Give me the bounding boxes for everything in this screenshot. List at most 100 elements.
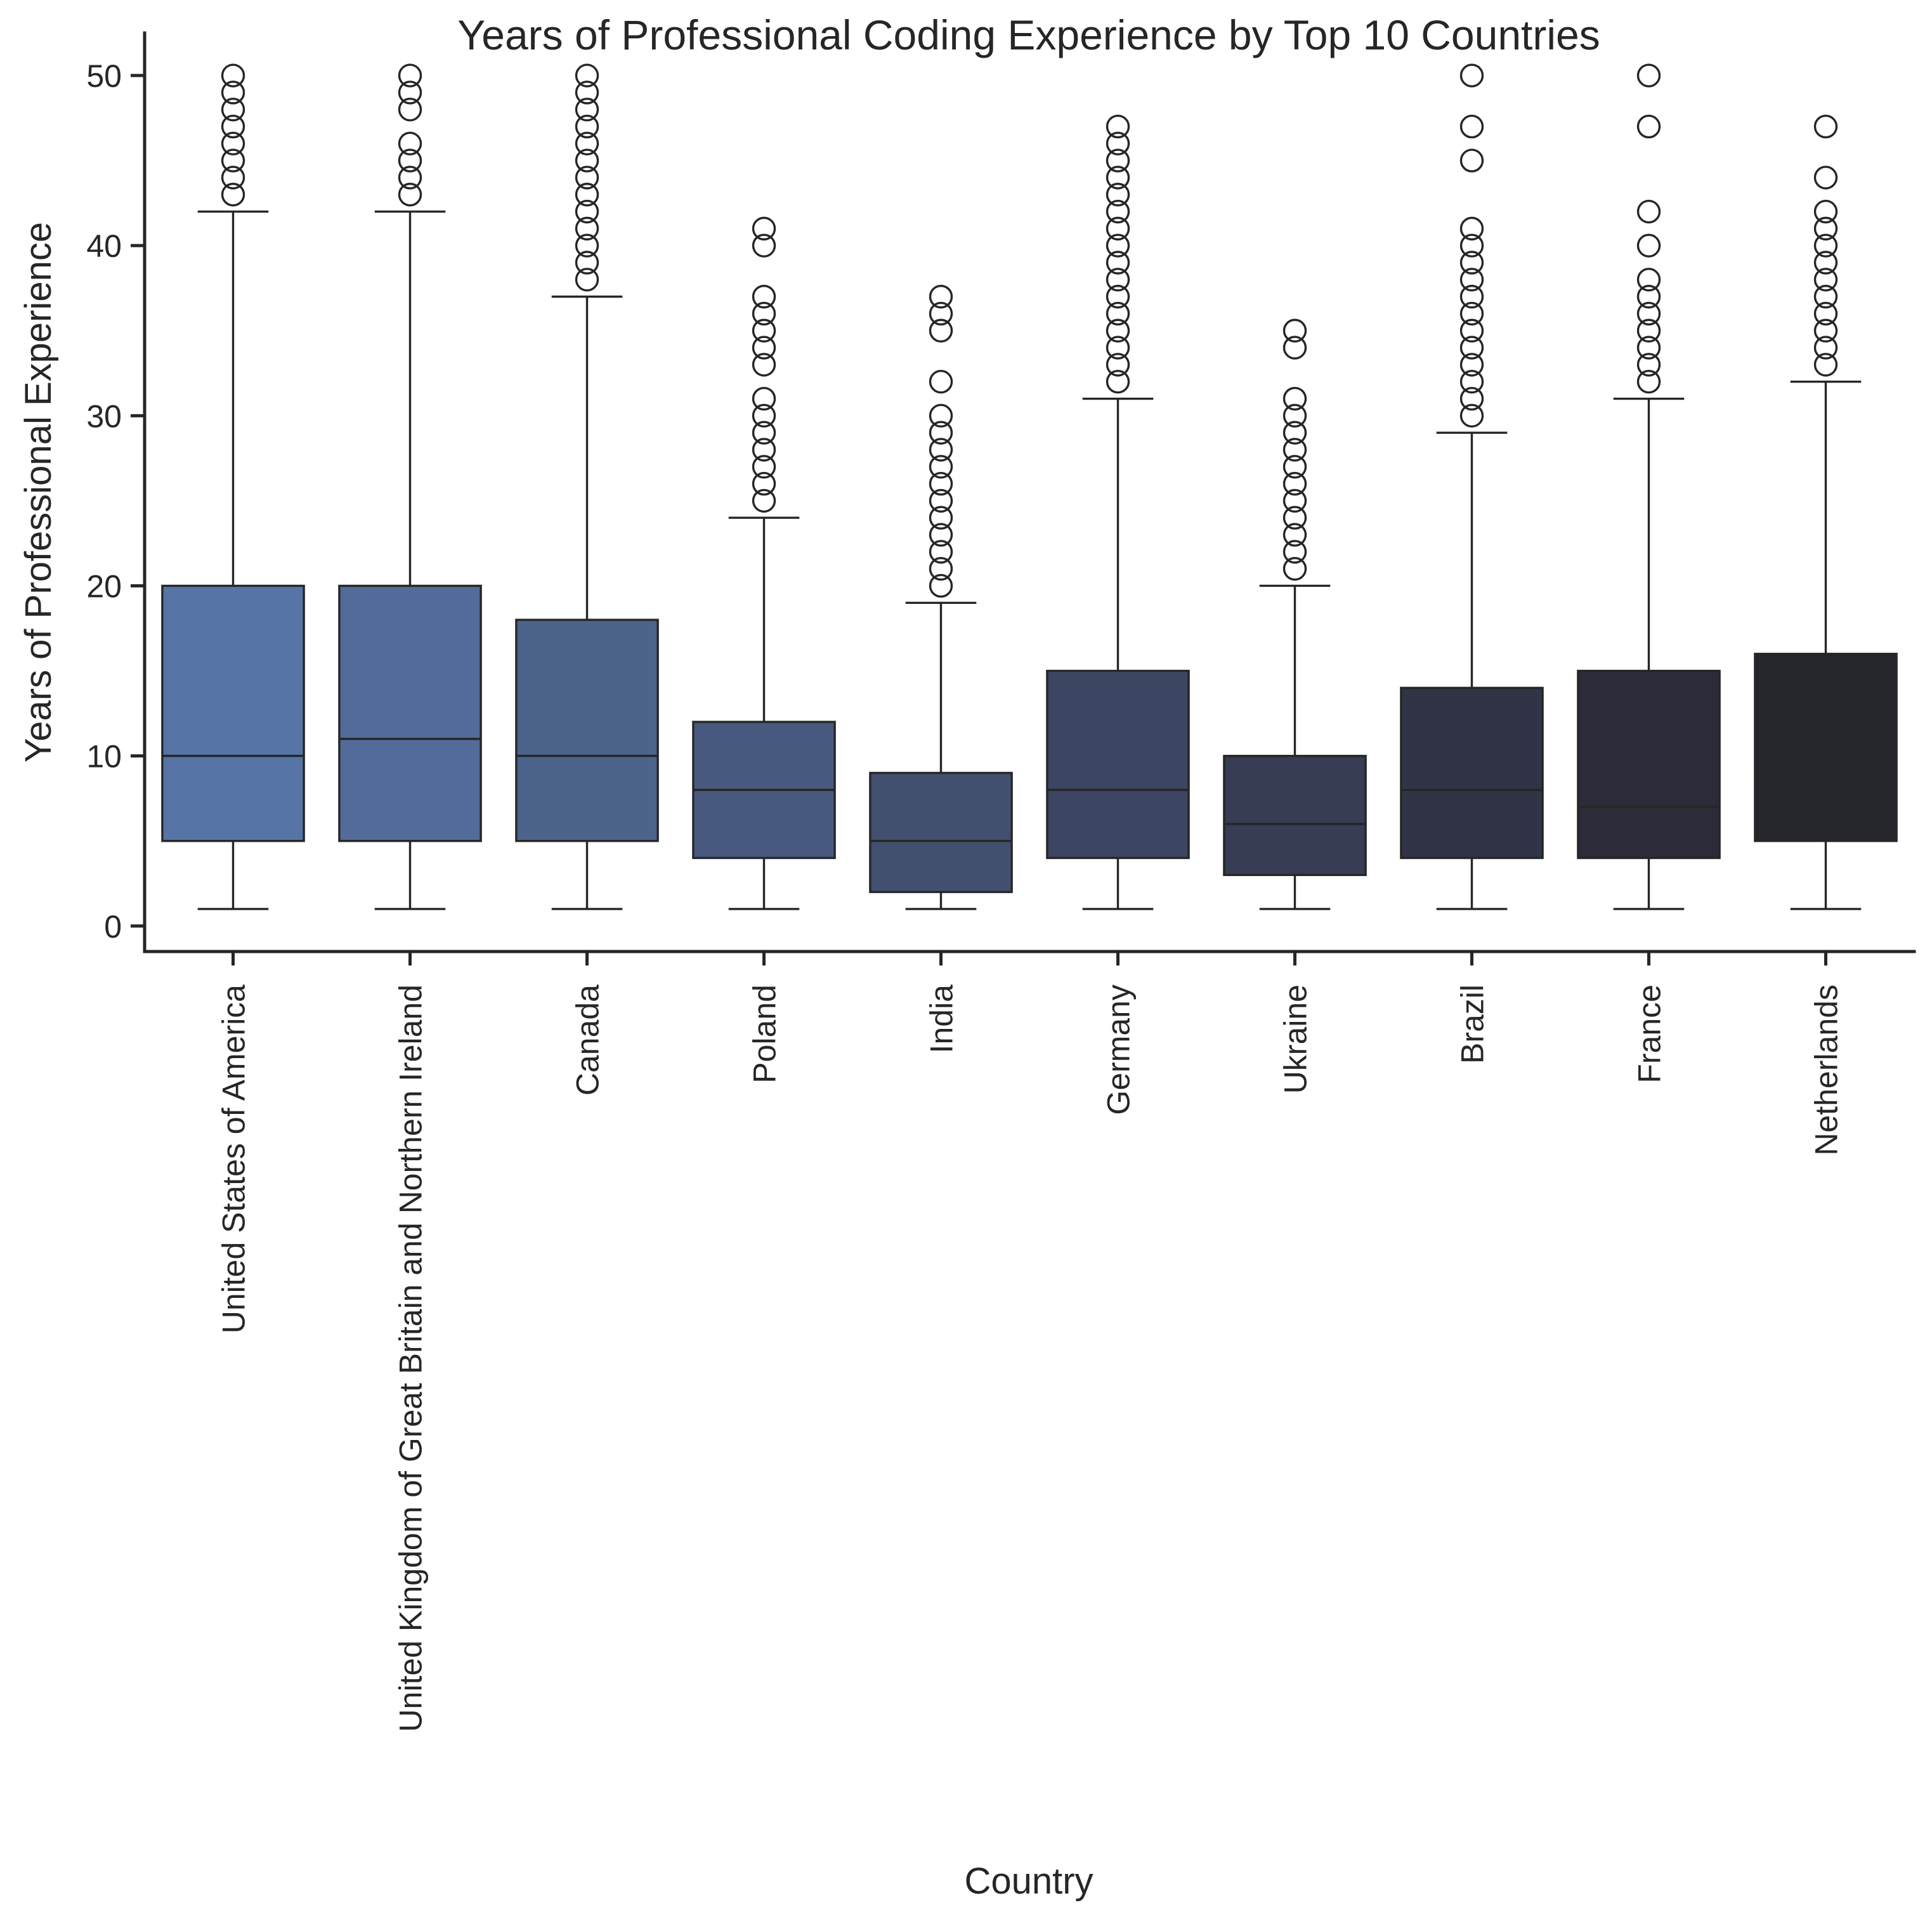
outlier-point <box>1636 301 1661 326</box>
outlier-point <box>1636 114 1661 139</box>
box-group-6 <box>1046 114 1190 910</box>
y-tick-label: 20 <box>86 568 122 604</box>
outlier-point <box>929 488 953 513</box>
outlier-point <box>1106 301 1130 326</box>
outlier-point <box>1459 301 1484 326</box>
outlier-point <box>1636 268 1661 292</box>
y-ticks: 0 10 20 30 40 50 <box>86 58 145 945</box>
box-group-7 <box>1223 318 1367 910</box>
outlier-point <box>575 97 599 122</box>
x-tick-label: Germany <box>1101 985 1137 1115</box>
outlier-point <box>1459 403 1484 428</box>
outlier-point <box>752 455 776 479</box>
iqr-box <box>1046 669 1190 860</box>
outlier-point <box>1106 199 1130 224</box>
outlier-point <box>752 386 776 411</box>
outlier-point <box>398 183 422 207</box>
outlier-point <box>221 183 245 207</box>
outlier-point <box>398 166 422 190</box>
outlier-point <box>1283 336 1307 360</box>
outlier-point <box>929 471 953 496</box>
iqr-box <box>1577 669 1721 860</box>
outlier-point <box>1459 216 1484 241</box>
outlier-point <box>752 233 776 258</box>
outlier-point <box>752 488 776 513</box>
outlier-point <box>1459 370 1484 394</box>
outlier-point <box>1283 540 1307 564</box>
outlier-point <box>752 403 776 428</box>
y-tick-label: 30 <box>86 398 122 434</box>
box-group-5 <box>869 284 1013 910</box>
x-tick-label: United Kingdom of Great Britain and Nort… <box>393 985 429 1732</box>
outlier-point <box>929 540 953 564</box>
iqr-box <box>338 584 482 842</box>
outlier-point <box>1106 353 1130 377</box>
outlier-point <box>1636 370 1661 394</box>
outlier-point <box>1636 318 1661 343</box>
outlier-point <box>575 131 599 155</box>
outlier-point <box>1106 251 1130 275</box>
outlier-point <box>1283 488 1307 513</box>
y-axis-label: Years of Professional Experience <box>18 222 59 762</box>
x-tick-label: India <box>924 985 960 1054</box>
outlier-point <box>1283 421 1307 445</box>
outlier-point <box>1459 268 1484 292</box>
outlier-point <box>752 318 776 343</box>
outlier-point <box>929 284 953 309</box>
box-group-4 <box>692 216 836 910</box>
x-tick-label: United States of America <box>216 985 252 1333</box>
box-group-3 <box>515 63 659 910</box>
y-tick-label: 40 <box>86 228 122 264</box>
outlier-point <box>1636 63 1661 88</box>
outlier-point <box>929 421 953 445</box>
outlier-point <box>1813 166 1838 190</box>
outlier-point <box>1106 233 1130 258</box>
outlier-point <box>575 216 599 241</box>
outlier-point <box>575 268 599 292</box>
x-tick-label: Ukraine <box>1278 985 1314 1094</box>
outlier-point <box>1283 438 1307 462</box>
y-tick-label: 50 <box>86 58 122 94</box>
box-group-2 <box>338 63 482 910</box>
outlier-point <box>752 438 776 462</box>
box-group-1 <box>161 63 305 910</box>
outlier-point <box>1636 233 1661 258</box>
iqr-box <box>1400 686 1544 860</box>
outlier-point <box>1813 199 1838 224</box>
outlier-point <box>752 301 776 326</box>
outlier-point <box>1813 336 1838 360</box>
outlier-point <box>1813 268 1838 292</box>
outlier-point <box>575 251 599 275</box>
iqr-box <box>1754 653 1898 842</box>
outlier-point <box>929 506 953 530</box>
outlier-point <box>1813 216 1838 241</box>
outlier-point <box>221 81 245 105</box>
outlier-point <box>575 81 599 105</box>
outlier-point <box>221 148 245 173</box>
outlier-point <box>221 131 245 155</box>
outlier-point <box>398 148 422 173</box>
y-tick-label: 10 <box>86 739 122 775</box>
iqr-box <box>515 618 659 842</box>
plot-marks <box>161 63 1898 910</box>
iqr-box <box>1223 754 1367 877</box>
x-axis-label: Country <box>964 1861 1093 1902</box>
outlier-point <box>221 114 245 139</box>
outlier-point <box>1813 301 1838 326</box>
outlier-point <box>752 216 776 241</box>
outlier-point <box>1459 284 1484 309</box>
outlier-point <box>1283 318 1307 343</box>
outlier-point <box>1106 370 1130 394</box>
outlier-point <box>929 301 953 326</box>
outlier-point <box>1283 556 1307 581</box>
outlier-point <box>1106 284 1130 309</box>
outlier-point <box>1106 114 1130 139</box>
outlier-point <box>929 556 953 581</box>
x-tick-label: Canada <box>570 985 606 1096</box>
outlier-point <box>1106 166 1130 190</box>
outlier-point <box>1636 336 1661 360</box>
outlier-point <box>929 438 953 462</box>
